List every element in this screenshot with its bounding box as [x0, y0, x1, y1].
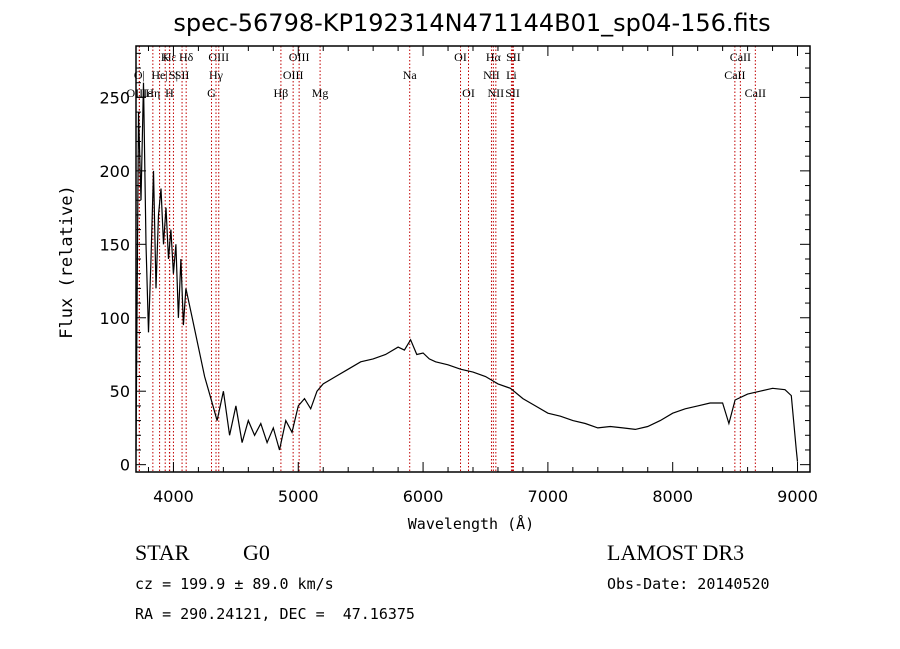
- object-subclass: G0: [243, 540, 270, 565]
- spectral-line-label: Li: [506, 68, 517, 82]
- flux-series: [135, 82, 799, 462]
- redshift-velocity: cz = 199.9 ± 89.0 km/s: [135, 575, 334, 593]
- observation-date: Obs-Date: 20140520: [607, 575, 770, 593]
- y-tick-label: 50: [110, 382, 130, 401]
- x-axis: 4000 5000 6000 7000 8000 9000: [147, 46, 818, 506]
- x-tick-label: 9000: [777, 487, 818, 506]
- x-axis-label: Wavelength (Å): [408, 514, 534, 533]
- x-tick-label: 6000: [403, 487, 444, 506]
- y-tick-label: 0: [120, 456, 130, 475]
- y-tick-label: 200: [99, 162, 130, 181]
- object-class: STAR: [135, 540, 190, 565]
- spectral-line-label: Hα: [486, 50, 502, 64]
- spectral-line-label: H: [165, 86, 174, 100]
- spectral-line-label: OIII: [208, 50, 229, 64]
- spectral-line-label: SII: [505, 86, 520, 100]
- x-tick-label: 8000: [652, 487, 693, 506]
- spectral-line-label: S|: [169, 68, 178, 82]
- spectral-line-label: SII: [506, 50, 521, 64]
- flux-line: [135, 82, 799, 462]
- spectral-line-label: G: [207, 86, 216, 100]
- spectral-line-label: NII: [488, 86, 505, 100]
- x-tick-label: 7000: [528, 487, 569, 506]
- spectral-line-label: K: [161, 50, 170, 64]
- chart-title: spec-56798-KP192314N471144B01_sp04-156.f…: [173, 9, 770, 37]
- spectral-line-label: Na: [403, 68, 418, 82]
- y-axis: 0 50 100 150 200 250: [99, 52, 810, 475]
- spectral-line-label: CaII: [730, 50, 751, 64]
- plot-frame: [135, 45, 811, 473]
- spectral-line-label: NII: [483, 68, 500, 82]
- spectral-line-label: Mg: [312, 86, 329, 100]
- x-tick-label: 4000: [153, 487, 194, 506]
- spectral-line-label: Hγ: [209, 68, 224, 82]
- spectral-line-label: Hβ: [274, 86, 289, 100]
- spectral-line-label: OIII: [283, 68, 304, 82]
- spectral-line-label: OI: [454, 50, 467, 64]
- spectral-line-label: OIIIε: [127, 86, 153, 100]
- y-tick-label: 150: [99, 235, 130, 254]
- y-tick-label: 250: [99, 88, 130, 107]
- spectral-line-label: He|: [151, 68, 167, 82]
- spectral-line-label: Hδ: [179, 50, 194, 64]
- spectral-line-label: OIII: [289, 50, 310, 64]
- x-tick-label: 5000: [278, 487, 319, 506]
- y-tick-label: 100: [99, 309, 130, 328]
- spectral-line-label: OI: [462, 86, 475, 100]
- spectral-line-label: CaII: [745, 86, 766, 100]
- spectral-line-label: SII: [175, 68, 190, 82]
- coordinates: RA = 290.24121, DEC = 47.16375: [135, 605, 415, 623]
- spectral-line-label: CaII: [724, 68, 745, 82]
- survey-name: LAMOST DR3: [607, 540, 745, 565]
- spectral-line-label: Hη: [145, 86, 160, 100]
- y-axis-label: Flux (relative): [57, 185, 77, 339]
